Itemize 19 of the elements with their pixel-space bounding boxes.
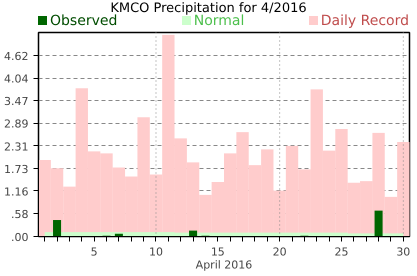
y-tick-label: 1.73 (4, 163, 29, 176)
y-tick-label: .00 (11, 231, 29, 244)
x-tick-label: 15 (210, 246, 225, 258)
y-tick-label: 2.31 (4, 140, 29, 154)
x-tick-label: 10 (148, 246, 163, 258)
legend-label: Normal (194, 13, 244, 29)
x-axis-title: April 2016 (196, 258, 252, 272)
legend-label: Daily Record (320, 13, 409, 29)
x-tick-label: 5 (90, 246, 98, 258)
y-tick-label: .58 (11, 208, 29, 222)
y-tick-label: 2.89 (4, 118, 29, 131)
y-tick-label: 4.62 (4, 50, 29, 63)
x-tick-label: 25 (334, 246, 348, 258)
y-tick-label: 4.04 (4, 72, 29, 86)
y-tick-label: 1.16 (4, 185, 29, 198)
y-tick-label: 3.47 (4, 94, 29, 108)
x-tick-label: 20 (272, 246, 287, 258)
legend-label: Observed (49, 13, 118, 29)
x-tick-label: 30 (396, 246, 410, 258)
